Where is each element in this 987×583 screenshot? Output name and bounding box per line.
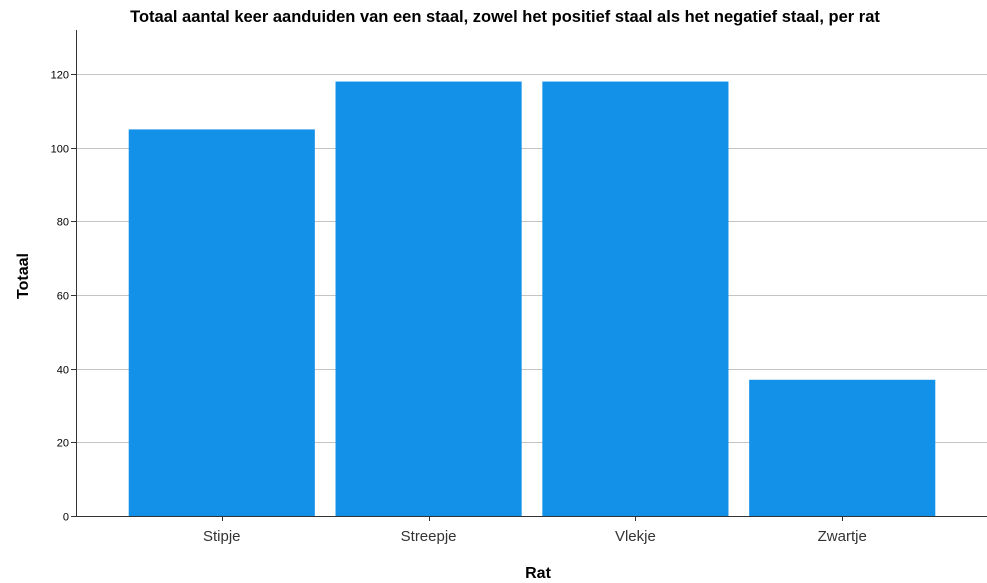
x-axis-title: Rat <box>525 565 551 582</box>
bar-zwartje <box>749 379 936 516</box>
y-axis-ticks: 0 20 40 60 80 100 120 <box>51 70 77 524</box>
x-axis-ticks: Stipje Streepje Vlekje Zwartje <box>203 516 867 545</box>
y-tick-label: 40 <box>57 365 69 377</box>
y-axis-title: Totaal <box>15 253 32 299</box>
bar-streepje <box>335 81 522 516</box>
y-tick-label: 80 <box>57 217 69 229</box>
bars <box>128 81 936 516</box>
y-tick-label: 0 <box>63 512 69 524</box>
chart-title: Totaal aantal keer aanduiden van een sta… <box>130 8 880 26</box>
bar-vlekje <box>542 81 729 516</box>
y-tick-label: 20 <box>57 438 69 450</box>
x-tick-label: Streepje <box>401 528 457 545</box>
y-tick-label: 100 <box>51 144 69 156</box>
bar-stipje <box>128 129 315 516</box>
x-tick-label: Stipje <box>203 528 241 545</box>
x-tick-label: Vlekje <box>615 528 656 545</box>
y-tick-label: 60 <box>57 291 69 303</box>
x-tick-label: Zwartje <box>818 528 867 545</box>
y-tick-label: 120 <box>51 70 69 82</box>
